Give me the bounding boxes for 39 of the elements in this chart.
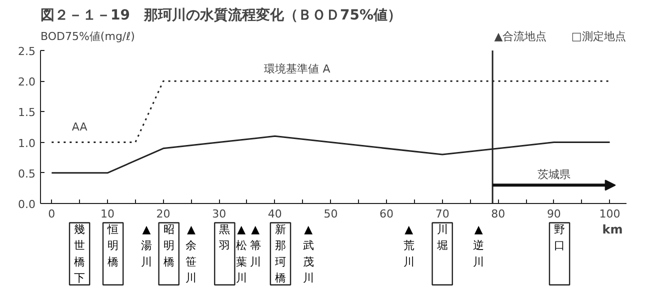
- text: ▲逆川: [473, 222, 484, 268]
- text: 幾世橋下: [74, 222, 86, 285]
- text: □測定地点: [571, 30, 626, 43]
- text: 新那珂橋: [274, 222, 286, 285]
- y-tick-label: 2.5: [18, 45, 36, 58]
- text: ▲湯川: [141, 222, 152, 268]
- y-tick-label: 1.5: [18, 106, 36, 120]
- annotation: 茨城県: [537, 168, 570, 182]
- annotation: 環境基準値 A: [264, 62, 331, 76]
- chart-title: 図２－１－19 那珂川の水質流程変化（ＢＯＤ75%値）: [40, 6, 402, 24]
- y-tick-label: 2.0: [18, 76, 36, 89]
- y-tick-label: 0.5: [18, 167, 36, 180]
- text: 野口: [554, 222, 566, 252]
- text: 川堀: [436, 222, 448, 252]
- x-axis-title: km: [602, 222, 623, 236]
- x-tick-label: 30: [212, 208, 226, 220]
- text: ▲余笹川: [186, 222, 197, 285]
- text: 恒明橋: [106, 222, 119, 268]
- text: ▲松葉川: [236, 222, 247, 285]
- y-tick-label: 1.0: [18, 136, 36, 150]
- x-tick-label: 60: [380, 208, 394, 220]
- text: 昭明橋: [163, 222, 174, 268]
- text: 黒羽: [219, 222, 230, 252]
- x-tick-label: 100: [599, 208, 620, 220]
- y-axis-title: BOD75%値(mg/ℓ): [40, 30, 135, 43]
- text: ▲武茂川: [302, 222, 314, 285]
- annotation: AA: [72, 120, 88, 134]
- x-tick-label: 20: [156, 208, 170, 220]
- x-tick-label: 70: [435, 208, 450, 220]
- text: ▲合流地点: [494, 30, 547, 43]
- x-tick-label: 0: [48, 208, 56, 220]
- x-tick-label: 10: [100, 208, 114, 220]
- y-tick-label: 0.0: [18, 198, 36, 211]
- text: ▲荒川: [403, 222, 414, 268]
- x-tick-label: 40: [268, 208, 282, 220]
- text: ▲箒川: [250, 222, 261, 268]
- x-tick-label: 50: [324, 208, 338, 220]
- x-tick-label: 80: [491, 208, 506, 220]
- x-tick-label: 90: [546, 208, 561, 220]
